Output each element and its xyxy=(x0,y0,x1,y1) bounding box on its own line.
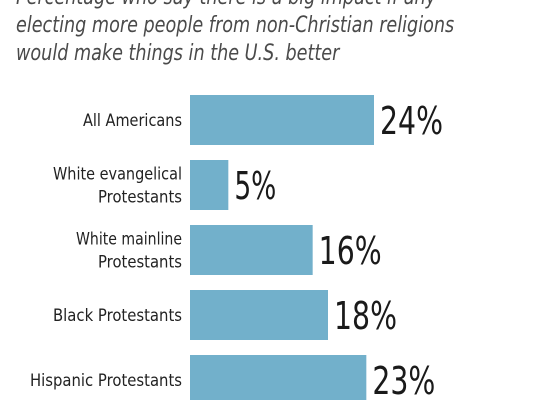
bar-2 xyxy=(190,225,313,275)
bar-4 xyxy=(190,355,367,400)
category-label-2-0: White mainline xyxy=(76,230,182,250)
category-label-0-0: All Americans xyxy=(83,111,182,131)
subtitle-line-1: Percentage who say there is a big impact… xyxy=(16,0,436,12)
subtitle-line-3: would make things in the U.S. better xyxy=(16,41,340,66)
category-label-4-0: Hispanic Protestants xyxy=(30,371,182,391)
chart-subtitle: Percentage who say there is a big impact… xyxy=(16,0,455,68)
bar-0 xyxy=(190,95,374,145)
subtitle-line-2: electing more people from non-Christian … xyxy=(16,13,455,38)
bar-1 xyxy=(190,160,229,210)
category-label-1-1: Protestants xyxy=(98,188,182,208)
category-label-1-0: White evangelical xyxy=(53,165,182,185)
value-label-1: 5% xyxy=(234,164,276,208)
category-label-2-1: Protestants xyxy=(98,253,182,273)
category-label-3-0: Black Protestants xyxy=(53,306,182,326)
bar-3 xyxy=(190,290,328,340)
value-label-0: 24% xyxy=(380,99,443,143)
value-label-4: 23% xyxy=(372,359,435,400)
value-label-2: 16% xyxy=(319,229,382,273)
value-label-3: 18% xyxy=(334,294,397,338)
